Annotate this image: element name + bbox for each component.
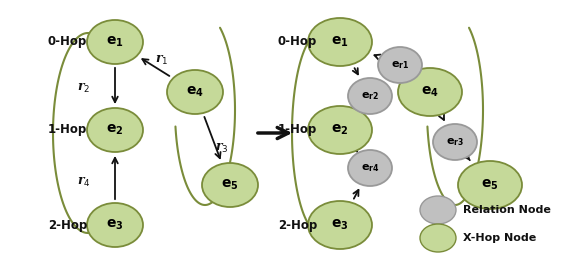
Text: $\mathbf{e_3}$: $\mathbf{e_3}$	[106, 218, 124, 232]
Ellipse shape	[202, 163, 258, 207]
Text: 2-Hop: 2-Hop	[278, 218, 318, 231]
Ellipse shape	[378, 47, 422, 83]
Ellipse shape	[308, 106, 372, 154]
Text: $\mathbf{e_2}$: $\mathbf{e_2}$	[106, 123, 124, 137]
Text: 0-Hop: 0-Hop	[278, 35, 318, 48]
Text: 1-Hop: 1-Hop	[278, 123, 318, 136]
Text: $\mathbf{e_2}$: $\mathbf{e_2}$	[331, 123, 349, 137]
Ellipse shape	[420, 224, 456, 252]
Text: X-Hop Node: X-Hop Node	[463, 233, 536, 243]
Text: $\mathbf{e_1}$: $\mathbf{e_1}$	[331, 35, 349, 49]
Ellipse shape	[87, 203, 143, 247]
Text: $\mathbf{e_{r2}}$: $\mathbf{e_{r2}}$	[361, 90, 379, 102]
Text: $\mathbf{e_5}$: $\mathbf{e_5}$	[221, 178, 239, 192]
Text: $\mathbf{e_5}$: $\mathbf{e_5}$	[481, 178, 499, 192]
Text: $\mathbf{e_4}$: $\mathbf{e_4}$	[186, 85, 204, 99]
Text: r$_2$: r$_2$	[77, 81, 91, 94]
Text: $\mathbf{e_{r1}}$: $\mathbf{e_{r1}}$	[391, 59, 409, 71]
Text: $\mathbf{e_3}$: $\mathbf{e_3}$	[331, 218, 349, 232]
Text: $\mathbf{e_{r4}}$: $\mathbf{e_{r4}}$	[361, 162, 379, 174]
Ellipse shape	[420, 196, 456, 224]
Ellipse shape	[308, 201, 372, 249]
Text: 2-Hop: 2-Hop	[48, 218, 87, 231]
Ellipse shape	[87, 108, 143, 152]
Text: r$_4$: r$_4$	[77, 176, 91, 189]
Ellipse shape	[167, 70, 223, 114]
Text: Relation Node: Relation Node	[463, 205, 551, 215]
Ellipse shape	[398, 68, 462, 116]
Text: $\mathbf{e_4}$: $\mathbf{e_4}$	[421, 85, 439, 99]
Ellipse shape	[433, 124, 477, 160]
Text: 0-Hop: 0-Hop	[48, 35, 87, 48]
Ellipse shape	[348, 150, 392, 186]
Text: r$_3$: r$_3$	[215, 142, 229, 155]
Text: $\mathbf{e_{r3}}$: $\mathbf{e_{r3}}$	[446, 136, 464, 148]
Ellipse shape	[458, 161, 522, 209]
Ellipse shape	[348, 78, 392, 114]
Ellipse shape	[308, 18, 372, 66]
Text: $\mathbf{e_1}$: $\mathbf{e_1}$	[106, 35, 124, 49]
Text: 1-Hop: 1-Hop	[48, 123, 87, 136]
Ellipse shape	[87, 20, 143, 64]
Text: r$_1$: r$_1$	[155, 53, 169, 66]
